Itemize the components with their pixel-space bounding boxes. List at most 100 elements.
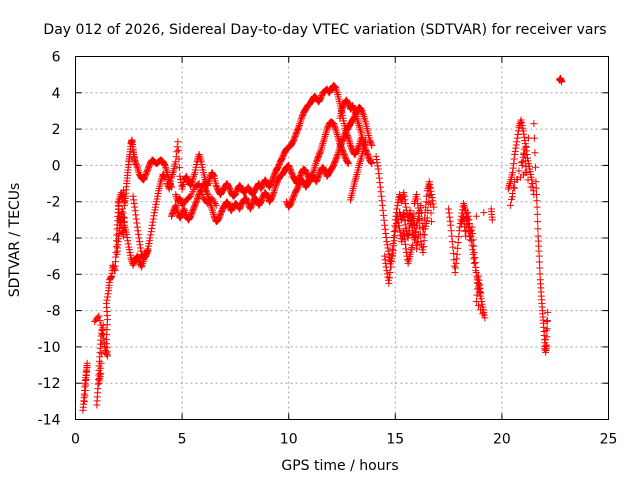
data-point [335,145,343,153]
data-point [172,203,180,211]
data-point [103,296,111,304]
data-point [380,211,388,219]
data-point [273,165,281,173]
data-point [356,158,364,166]
data-point [428,218,436,226]
data-point [381,252,389,260]
data-point [350,106,358,114]
data-point [414,238,422,246]
data-point [321,131,329,139]
data-point [476,284,484,292]
data-point [208,205,216,213]
data-point [542,327,550,335]
data-point [510,160,518,168]
data-point [506,180,514,188]
data-point [190,170,198,178]
data-point [149,218,157,226]
data-point [207,203,215,211]
data-point [383,238,391,246]
data-point [311,163,319,171]
data-point [146,234,154,242]
data-point [531,163,539,171]
data-point [535,252,543,260]
data-point [402,203,410,211]
data-point [427,187,435,195]
y-tick-label: -12 [38,376,61,392]
data-point [472,267,480,275]
data-point [460,212,468,220]
data-point [361,116,369,124]
data-point [530,134,538,142]
data-point [195,180,203,188]
data-point [133,219,141,227]
data-point [453,250,461,258]
data-point [157,178,165,186]
y-tick-label: -2 [47,195,61,211]
data-point [262,190,270,198]
data-point [468,241,476,249]
data-point [334,149,342,157]
data-point [189,174,197,182]
data-point [208,194,216,202]
data-point [425,191,433,199]
data-point [377,188,385,196]
data-point [460,200,468,208]
data-point [400,213,408,221]
data-point [520,151,528,159]
data-point [385,274,393,282]
data-point [359,109,367,117]
data-point [414,204,422,212]
data-point [391,227,399,235]
data-point [376,183,384,191]
data-point [385,279,393,287]
data-point [392,223,400,231]
y-tick-label: -4 [47,231,61,247]
data-point [355,120,363,128]
data-point [515,167,523,175]
data-point [198,190,206,198]
data-point [178,182,186,190]
data-point [533,210,541,218]
data-point [445,209,453,217]
data-point [400,189,408,197]
data-point [405,230,413,238]
data-point [511,147,519,155]
data-point [479,310,487,318]
data-point [209,209,217,217]
data-point [352,111,360,119]
data-point [320,134,328,142]
data-point [375,174,383,182]
data-point [332,125,340,133]
data-point [471,259,479,267]
data-point [401,196,409,204]
data-point [353,116,361,124]
x-tick-label: 5 [178,432,187,448]
data-point [411,227,419,235]
data-point [354,118,362,126]
data-point [334,132,342,140]
data-point [356,123,364,131]
data-point [446,217,454,225]
data-point [210,210,218,218]
data-point [351,107,359,115]
data-point [389,247,397,255]
data-point [132,211,140,219]
data-point [188,177,196,185]
data-point [400,192,408,200]
data-point [473,291,481,299]
data-point [160,172,168,180]
data-point [288,140,296,148]
data-point [448,238,456,246]
data-point [381,256,389,264]
data-point [401,217,409,225]
data-point [345,136,353,144]
data-point [271,183,279,191]
data-point [136,241,144,249]
data-point [533,197,541,205]
data-point [447,221,455,229]
data-point [173,207,181,215]
data-point [316,148,324,156]
data-point [296,118,304,126]
data-point [455,233,463,241]
